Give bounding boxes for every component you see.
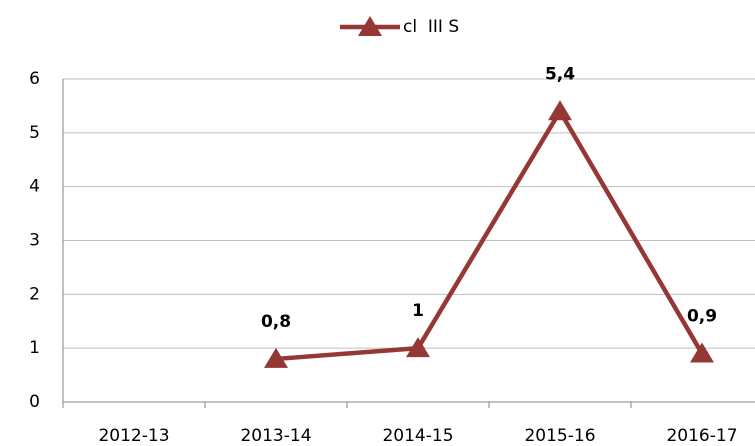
x-tick-label: 2013-14 [240, 426, 311, 446]
x-tick-label: 2015-16 [524, 426, 595, 446]
y-tick-label: 1 [29, 338, 40, 358]
point-marker [264, 347, 288, 368]
y-tick-label: 3 [29, 231, 40, 251]
y-tick-label: 5 [29, 123, 40, 143]
point-marker [548, 100, 572, 121]
y-tick-label: 6 [29, 69, 40, 89]
x-tick-label: 2016-17 [666, 426, 737, 446]
legend-label: cl III S [403, 17, 459, 37]
point-marker [690, 342, 714, 363]
y-tick-label: 4 [29, 177, 40, 197]
y-tick-label: 2 [29, 284, 40, 304]
point-marker [406, 337, 430, 358]
y-tick-label: 0 [29, 392, 40, 412]
value-label: 1 [412, 301, 424, 321]
value-label: 0,8 [261, 312, 291, 332]
x-tick-label: 2014-15 [382, 426, 453, 446]
value-label: 0,9 [687, 307, 717, 327]
series-line [275, 109, 704, 362]
value-label: 5,4 [545, 64, 575, 84]
legend-marker [358, 16, 382, 36]
x-tick-label: 2012-13 [98, 426, 169, 446]
